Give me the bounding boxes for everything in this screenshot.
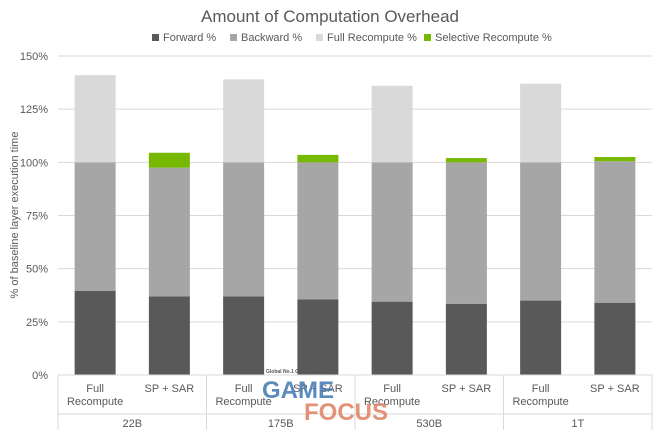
bars — [74, 75, 636, 375]
bar-segment — [371, 162, 413, 302]
bar-segment — [148, 296, 190, 375]
y-tick-label: 0% — [32, 370, 48, 382]
gridlines — [58, 55, 652, 376]
x-category-label: Full Recompute — [67, 383, 123, 408]
bar-segment — [223, 296, 265, 375]
bar-segment — [223, 162, 265, 297]
bar-segment — [74, 162, 116, 291]
x-category-label: SP + SAR — [145, 383, 195, 395]
y-tick-label: 25% — [26, 317, 48, 329]
watermark-focus: FOCUS — [304, 399, 388, 426]
x-category-label: SP + SAR — [442, 383, 492, 395]
watermark-tagline: Global No.1 Game Media — [266, 369, 325, 375]
x-category-label: Full Recompute — [512, 383, 568, 408]
y-tick-label: 50% — [26, 264, 48, 276]
watermark-game: GAME — [262, 377, 334, 404]
bar-segment — [594, 161, 636, 303]
bar-segment — [520, 300, 562, 375]
bar-segment — [371, 301, 413, 375]
bar-segment — [371, 85, 413, 163]
x-category-label: Full Recompute — [215, 383, 271, 408]
legend: Forward % Backward % Full Recompute % Selec… — [152, 32, 552, 44]
bar-segment — [148, 152, 190, 168]
watermark: Global No.1 Game Media GAME FOCUS — [262, 369, 388, 426]
bar-segment — [445, 303, 487, 375]
y-tick-label: 100% — [20, 157, 48, 169]
legend-swatch — [424, 34, 431, 41]
bar-segment — [297, 299, 339, 375]
legend-label: Full Recompute % — [327, 32, 417, 44]
legend-swatch — [230, 34, 237, 41]
bar-segment — [297, 154, 339, 163]
legend-label: Forward % — [163, 32, 216, 44]
bar-segment — [148, 167, 190, 297]
x-category-label: Full Recompute — [364, 383, 420, 408]
x-group-label: 1T — [571, 418, 584, 430]
bar-segment — [223, 79, 265, 163]
bar-segment — [594, 302, 636, 375]
x-category-label: SP + SAR — [590, 383, 640, 395]
x-axis: Full Recompute SP + SAR Full Recompute SP + S… — [57, 374, 653, 430]
legend-swatch — [316, 34, 323, 41]
legend-swatch — [152, 34, 159, 41]
y-tick-label: 75% — [26, 211, 48, 223]
y-axis-ticks: 0% 25% 50% 75% 100% 125% 150% — [20, 51, 48, 382]
x-category-label: SP + SAR — [293, 383, 343, 395]
x-group-label: 175B — [268, 418, 294, 430]
y-axis-label: % of baseline layer execution time — [9, 132, 21, 299]
y-tick-label: 150% — [20, 51, 48, 63]
bar-segment — [594, 157, 636, 162]
x-group-label: 22B — [122, 418, 142, 430]
x-group-label: 530B — [416, 418, 442, 430]
bar-segment — [445, 162, 487, 304]
legend-label: Selective Recompute % — [435, 32, 552, 44]
legend-label: Backward % — [241, 32, 302, 44]
bar-segment — [74, 75, 116, 163]
bar-segment — [445, 158, 487, 163]
bar-segment — [520, 162, 562, 301]
bar-segment — [74, 290, 116, 375]
bar-segment — [297, 162, 339, 300]
y-tick-label: 125% — [20, 104, 48, 116]
bar-segment — [520, 83, 562, 163]
chart-title: Amount of Computation Overhead — [201, 7, 459, 26]
